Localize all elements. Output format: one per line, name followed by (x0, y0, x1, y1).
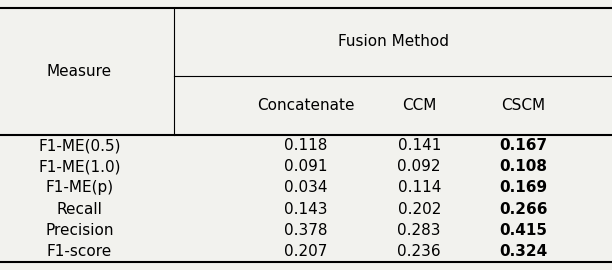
Text: 0.378: 0.378 (284, 223, 328, 238)
Text: 0.167: 0.167 (499, 138, 547, 153)
Text: 0.207: 0.207 (285, 244, 327, 259)
Text: F1-ME(p): F1-ME(p) (45, 180, 114, 195)
Text: F1-ME(0.5): F1-ME(0.5) (39, 138, 121, 153)
Text: 0.114: 0.114 (398, 180, 441, 195)
Text: F1-ME(1.0): F1-ME(1.0) (39, 159, 121, 174)
Text: 0.283: 0.283 (397, 223, 441, 238)
Text: 0.141: 0.141 (398, 138, 441, 153)
Text: CSCM: CSCM (501, 98, 545, 113)
Text: Fusion Method: Fusion Method (338, 34, 449, 49)
Text: 0.236: 0.236 (397, 244, 441, 259)
Text: 0.169: 0.169 (499, 180, 547, 195)
Text: F1-score: F1-score (47, 244, 112, 259)
Text: 0.143: 0.143 (284, 201, 328, 217)
Text: 0.108: 0.108 (499, 159, 547, 174)
Text: Measure: Measure (47, 64, 112, 79)
Text: 0.118: 0.118 (285, 138, 327, 153)
Text: 0.415: 0.415 (499, 223, 547, 238)
Text: 0.266: 0.266 (499, 201, 548, 217)
Text: 0.092: 0.092 (397, 159, 441, 174)
Text: 0.091: 0.091 (284, 159, 328, 174)
Text: 0.324: 0.324 (499, 244, 547, 259)
Text: CCM: CCM (402, 98, 436, 113)
Text: Precision: Precision (45, 223, 114, 238)
Text: Recall: Recall (57, 201, 102, 217)
Text: Concatenate: Concatenate (257, 98, 355, 113)
Text: 0.202: 0.202 (398, 201, 441, 217)
Text: 0.034: 0.034 (284, 180, 328, 195)
